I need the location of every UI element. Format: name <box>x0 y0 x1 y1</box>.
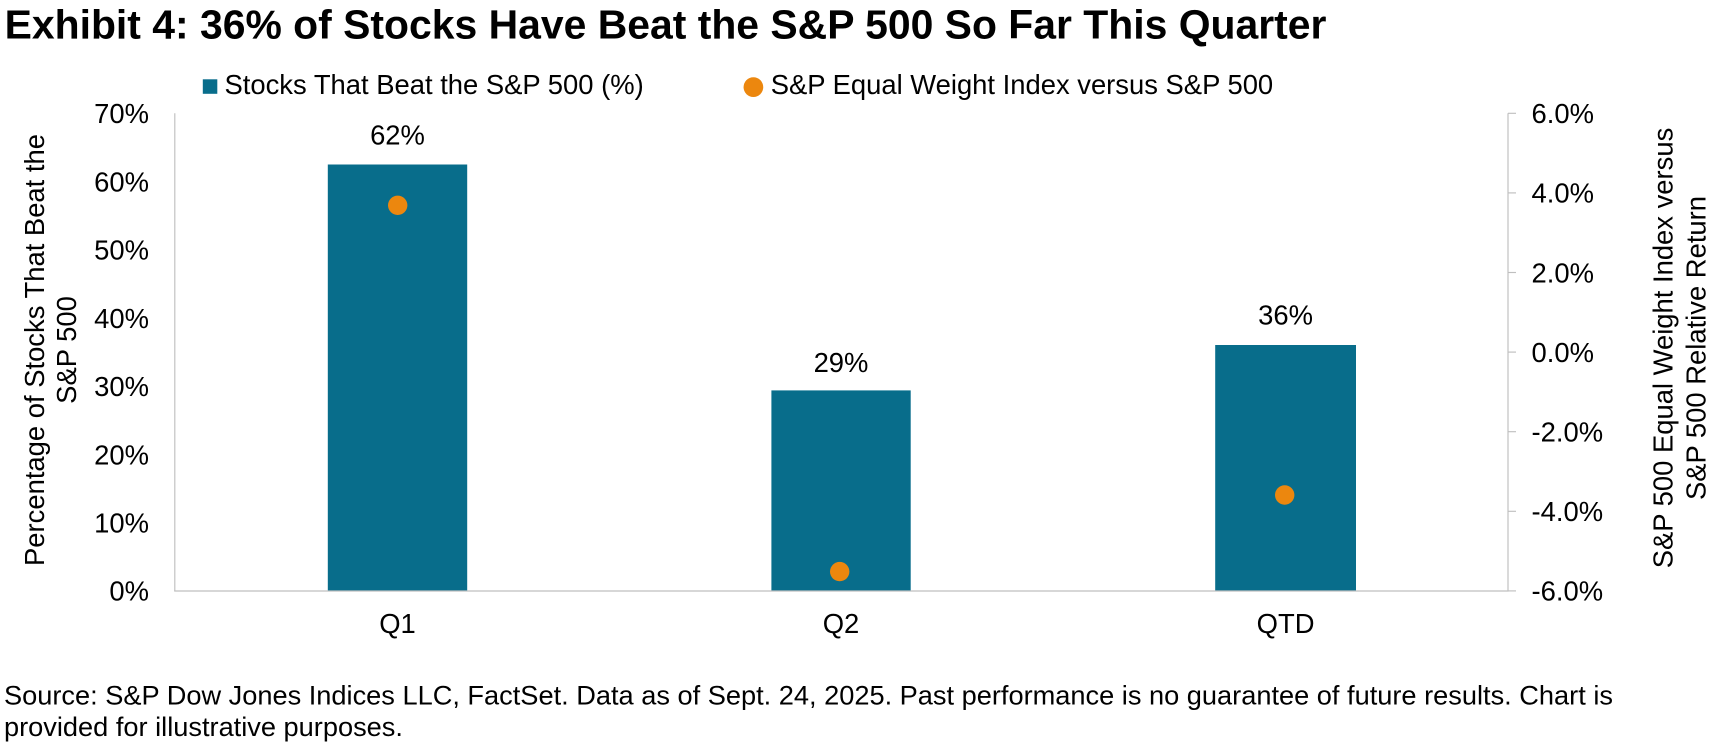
svg-text:20%: 20% <box>94 439 149 470</box>
svg-text:6.0%: 6.0% <box>1532 98 1594 129</box>
svg-text:4.0%: 4.0% <box>1532 178 1594 209</box>
svg-text:Source: S&P Dow Jones Indices: Source: S&P Dow Jones Indices LLC, FactS… <box>4 680 1613 711</box>
svg-text:Q1: Q1 <box>379 608 416 639</box>
svg-text:Exhibit 4: 36% of Stocks Have: Exhibit 4: 36% of Stocks Have Beat the S… <box>5 1 1327 47</box>
svg-text:0%: 0% <box>109 576 149 607</box>
svg-text:0.0%: 0.0% <box>1532 337 1594 368</box>
svg-text:S&P 500 Equal Weight Index ver: S&P 500 Equal Weight Index versus <box>1647 128 1678 569</box>
svg-text:-2.0%: -2.0% <box>1532 417 1604 448</box>
svg-text:50%: 50% <box>94 235 149 266</box>
svg-text:Percentage of Stocks That Beat: Percentage of Stocks That Beat the <box>19 134 50 566</box>
svg-text:S&P Equal Weight Index versus: S&P Equal Weight Index versus S&P 500 <box>771 69 1273 100</box>
svg-text:36%: 36% <box>1258 300 1313 331</box>
svg-text:QTD: QTD <box>1257 608 1315 639</box>
svg-text:S&P 500: S&P 500 <box>51 296 82 404</box>
svg-text:provided for illustrative purp: provided for illustrative purposes. <box>4 711 403 742</box>
svg-text:-6.0%: -6.0% <box>1532 576 1604 607</box>
svg-text:29%: 29% <box>814 347 869 378</box>
svg-text:40%: 40% <box>94 303 149 334</box>
svg-text:Stocks That Beat the S&P 500 (: Stocks That Beat the S&P 500 (%) <box>225 69 644 100</box>
svg-text:62%: 62% <box>370 120 425 151</box>
svg-text:10%: 10% <box>94 508 149 539</box>
svg-text:2.0%: 2.0% <box>1532 257 1594 288</box>
svg-text:70%: 70% <box>94 98 149 129</box>
svg-text:-4.0%: -4.0% <box>1532 496 1604 527</box>
svg-text:60%: 60% <box>94 166 149 197</box>
svg-text:30%: 30% <box>94 371 149 402</box>
svg-text:S&P 500 Relative Return: S&P 500 Relative Return <box>1680 196 1711 500</box>
svg-text:Q2: Q2 <box>823 608 860 639</box>
